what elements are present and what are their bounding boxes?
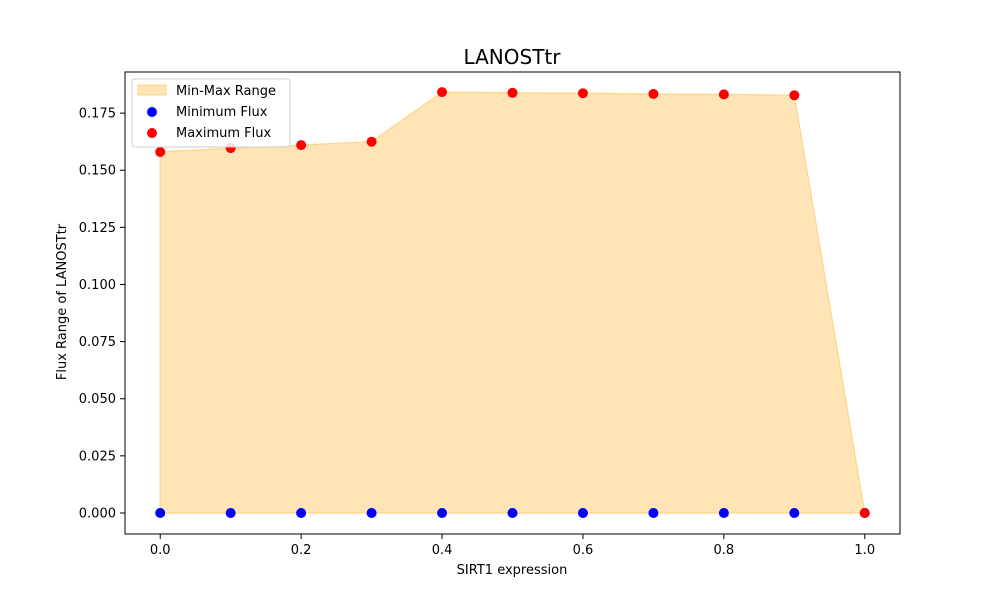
max-flux-point [437, 87, 448, 98]
max-flux-point [155, 146, 166, 157]
x-tick-label: 0.2 [291, 543, 312, 558]
min-flux-point [577, 507, 588, 518]
max-flux-point [648, 88, 659, 99]
x-tick-label: 1.0 [854, 543, 875, 558]
max-flux-point [577, 88, 588, 99]
min-flux-point [437, 507, 448, 518]
plot-frame [124, 71, 901, 535]
y-tick-label: 0.050 [79, 392, 116, 407]
y-axis-label: Flux Range of LANOSTtr [55, 223, 70, 380]
y-tick-label: 0.175 [79, 107, 116, 122]
y-tick-label: 0.150 [79, 164, 116, 179]
legend-max-flux-marker [147, 128, 157, 138]
y-tick-label: 0.100 [79, 278, 116, 293]
x-tick-label: 0.8 [714, 543, 735, 558]
x-tick-label: 0.6 [573, 543, 594, 558]
legend: Min-Max Range Minimum Flux Maximum Flux [131, 78, 291, 148]
max-flux-point [789, 90, 800, 101]
y-tick-label: 0.000 [79, 506, 116, 521]
min-flux-point [155, 507, 166, 518]
min-flux-point [789, 507, 800, 518]
min-flux-point [366, 507, 377, 518]
max-flux-point [718, 89, 729, 100]
min-flux-point [296, 507, 307, 518]
plot-area: 0.0 0.2 0.4 0.6 0.8 1.0 0.000 0.025 0.050 0.075 0.… [79, 71, 901, 558]
y-tick-label: 0.075 [79, 335, 116, 350]
max-flux-point [507, 87, 518, 98]
min-flux-point [718, 507, 729, 518]
legend-box [131, 78, 291, 148]
y-tick-label: 0.025 [79, 449, 116, 464]
legend-label-min-max-range: Min-Max Range [176, 84, 276, 99]
max-flux-point [296, 140, 307, 151]
min-flux-point [507, 507, 518, 518]
x-tick-label: 0.4 [432, 543, 453, 558]
legend-area-swatch [137, 84, 167, 96]
min-flux-point [648, 507, 659, 518]
legend-label-minimum-flux: Minimum Flux [176, 105, 268, 120]
max-flux-point [859, 507, 870, 518]
max-flux-point [366, 136, 377, 147]
x-axis-label: SIRT1 expression [457, 563, 568, 578]
min-max-range-area [159, 91, 866, 514]
x-tick-label: 0.0 [150, 543, 171, 558]
min-flux-point [225, 507, 236, 518]
chart-title: LANOSTtr [464, 45, 562, 69]
y-tick-label: 0.125 [79, 221, 116, 236]
legend-min-flux-marker [147, 107, 157, 117]
legend-label-maximum-flux: Maximum Flux [176, 126, 272, 141]
